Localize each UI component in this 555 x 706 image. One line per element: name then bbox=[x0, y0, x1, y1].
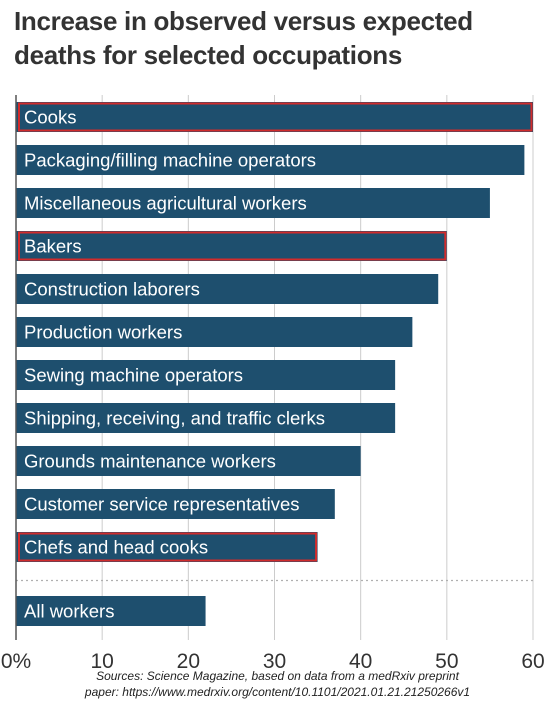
highlight-chefs-and-head-cooks bbox=[18, 532, 318, 562]
bar-packaging-filling-machine-operators bbox=[16, 145, 525, 175]
x-tick-label: 20 bbox=[177, 650, 200, 670]
chart-title-line-1: Increase in observed versus expected bbox=[14, 6, 473, 36]
bar-label-packaging-filling-machine-operators: Packaging/filling machine operators bbox=[24, 150, 316, 171]
bar-grounds-maintenance-workers bbox=[16, 446, 361, 476]
x-tick-label: 0% bbox=[1, 650, 31, 670]
bar-cooks bbox=[16, 102, 533, 132]
source-line-2: paper: https://www.medrxiv.org/content/1… bbox=[84, 685, 471, 699]
highlight-cooks bbox=[18, 102, 533, 132]
bar-label-sewing-machine-operators: Sewing machine operators bbox=[24, 365, 243, 386]
highlight-bakers bbox=[18, 231, 447, 261]
bar-label-cooks: Cooks bbox=[24, 107, 76, 128]
x-tick-label: 40 bbox=[349, 650, 372, 670]
bar-chart: Cooks Packaging/filling machine operators… bbox=[1, 95, 545, 670]
bar-shipping-receiving-and-traffic-clerks bbox=[16, 403, 396, 433]
x-tick-label: 10 bbox=[90, 650, 113, 670]
x-tick-label: 30 bbox=[263, 650, 286, 670]
bar-sewing-machine-operators bbox=[16, 360, 396, 390]
bar-label-all-workers: All workers bbox=[24, 601, 114, 622]
source-line-1: Sources: Science Magazine, based on data… bbox=[96, 669, 459, 683]
bar-construction-laborers bbox=[16, 274, 439, 304]
chart-title: Increase in observed versus expected dea… bbox=[14, 4, 544, 72]
bar-label-grounds-maintenance-workers: Grounds maintenance workers bbox=[24, 451, 276, 472]
source-note: Sources: Science Magazine, based on data… bbox=[0, 668, 555, 700]
bar-chefs-and-head-cooks bbox=[16, 532, 318, 562]
bar-label-miscellaneous-agricultural-workers: Miscellaneous agricultural workers bbox=[24, 193, 307, 214]
x-tick-label: 50 bbox=[435, 650, 458, 670]
bar-customer-service-representatives bbox=[16, 489, 335, 519]
bar-label-customer-service-representatives: Customer service representatives bbox=[24, 494, 300, 515]
bar-miscellaneous-agricultural-workers bbox=[16, 188, 490, 218]
bar-label-production-workers: Production workers bbox=[24, 322, 182, 343]
bar-label-construction-laborers: Construction laborers bbox=[24, 279, 200, 300]
bar-label-chefs-and-head-cooks: Chefs and head cooks bbox=[24, 537, 208, 558]
bar-label-shipping-receiving-and-traffic-clerks: Shipping, receiving, and traffic clerks bbox=[24, 408, 325, 429]
bar-production-workers bbox=[16, 317, 413, 347]
bar-label-bakers: Bakers bbox=[24, 236, 82, 257]
bar-all-workers bbox=[16, 596, 206, 626]
chart-title-line-2: deaths for selected occupations bbox=[14, 40, 403, 70]
bar-bakers bbox=[16, 231, 447, 261]
x-tick-label: 60 bbox=[521, 650, 544, 670]
